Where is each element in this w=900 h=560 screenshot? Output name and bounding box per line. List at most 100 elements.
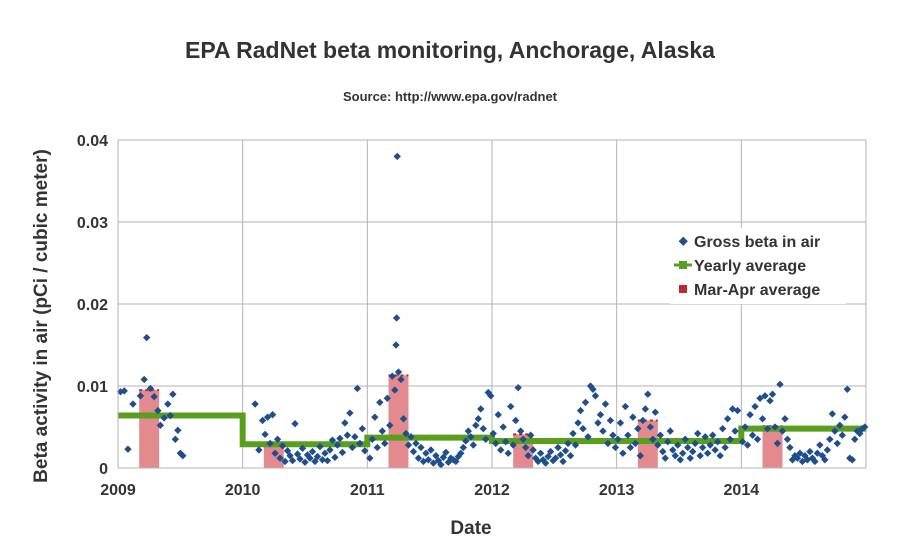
gross-beta-point [348, 443, 357, 452]
gross-beta-point [571, 441, 580, 449]
legend-item-yearly-average: Yearly average [674, 258, 806, 275]
gross-beta-point [721, 443, 729, 452]
gross-beta-point [811, 457, 819, 466]
gross-beta-point [459, 443, 468, 452]
gross-beta-point [674, 441, 682, 449]
gross-beta-point [298, 444, 307, 452]
x-tick-labels: 2009 2010 2011 2012 2013 2014 [100, 482, 759, 499]
gross-beta-point [796, 449, 804, 457]
gross-beta-point [664, 438, 672, 446]
gross-beta-point [793, 454, 802, 462]
gross-beta-point [806, 447, 814, 456]
gross-beta-point [679, 449, 687, 457]
mar-apr-bar [388, 375, 409, 468]
gross-beta-point [392, 341, 400, 349]
gross-beta-point [393, 152, 401, 161]
legend-label-gross-beta: Gross beta in air [694, 234, 820, 251]
gross-beta-point [397, 375, 405, 384]
gross-beta-point [821, 456, 829, 464]
gross-beta-point [569, 429, 577, 438]
gross-beta-point [716, 452, 724, 460]
gross-beta-point [676, 456, 684, 464]
gross-beta-point [386, 421, 394, 430]
gross-beta-point [281, 457, 289, 466]
gross-beta-point [599, 427, 607, 435]
gross-beta-point [766, 397, 774, 405]
gross-beta-point [268, 411, 277, 419]
y-tick-label: 0.01 [77, 379, 108, 396]
gross-beta-point [160, 414, 168, 422]
gross-beta-point [432, 452, 440, 460]
gross-beta-point [351, 433, 359, 441]
gross-beta-point [581, 398, 590, 407]
gross-beta-point [407, 433, 415, 441]
gross-beta-point [634, 424, 642, 433]
gross-beta-point [611, 443, 620, 452]
gross-beta-point [313, 452, 322, 461]
gross-beta-point [631, 439, 640, 448]
gross-beta-point [479, 424, 487, 433]
gross-beta-point [492, 439, 500, 448]
gross-beta-point [636, 452, 645, 460]
gross-beta-points [116, 152, 869, 469]
gross-beta-point [487, 392, 495, 400]
gross-beta-point [591, 392, 600, 400]
gross-beta-point [129, 400, 137, 408]
gross-beta-point [489, 429, 497, 438]
legend-item-mar-apr-average: Mar-Apr average [679, 282, 820, 299]
gross-beta-point [654, 441, 662, 449]
gross-beta-point [457, 449, 465, 457]
gross-beta-point [609, 431, 617, 439]
yearly-average-path [118, 412, 866, 448]
gross-beta-point [336, 434, 344, 443]
x-tick-label: 2012 [474, 482, 510, 499]
gross-beta-point [826, 435, 834, 443]
gross-beta-point [756, 394, 764, 402]
gross-beta-point [546, 447, 555, 456]
gross-beta-point [291, 420, 299, 428]
gross-beta-point [417, 443, 425, 452]
gross-beta-point [286, 452, 294, 460]
gross-beta-point [541, 459, 550, 467]
gross-beta-point [469, 441, 477, 449]
gross-beta-point [288, 456, 297, 465]
legend: Gross beta in air Yearly average Mar-Apr… [670, 228, 846, 304]
gross-beta-point [392, 314, 401, 322]
gross-beta-point [266, 439, 274, 448]
yearly-average-line [118, 412, 866, 448]
gross-beta-point [606, 416, 615, 425]
gross-beta-point [584, 433, 592, 441]
gross-beta-point [706, 441, 714, 449]
gross-beta-point [381, 439, 389, 448]
gross-beta-point [656, 431, 664, 439]
x-tick-label: 2010 [225, 482, 261, 499]
gross-beta-point [758, 415, 767, 423]
gross-beta-point [594, 419, 602, 427]
gross-beta-point [482, 435, 490, 443]
gross-beta-point [323, 456, 332, 465]
gross-beta-point [813, 449, 822, 457]
gross-beta-point [388, 372, 396, 380]
gross-beta-point [768, 390, 777, 398]
gross-beta-point [424, 456, 433, 464]
gross-beta-point [733, 406, 742, 415]
gross-beta-point [509, 441, 517, 449]
gross-beta-point [604, 439, 612, 448]
x-axis-label: Date [450, 518, 491, 539]
gross-beta-point [427, 446, 435, 454]
legend-background [670, 228, 846, 304]
gross-beta-point [529, 446, 537, 454]
gross-beta-point [376, 398, 384, 407]
gross-beta-point [366, 454, 374, 462]
gross-beta-point [689, 447, 697, 456]
gross-beta-point [136, 392, 145, 400]
gross-beta-point [771, 423, 779, 431]
gross-beta-point [142, 333, 151, 342]
gross-beta-point [761, 392, 769, 400]
gross-beta-point [361, 447, 369, 455]
gross-beta-point [669, 446, 677, 454]
gross-beta-point [626, 443, 635, 452]
gross-beta-point [494, 411, 502, 419]
gross-beta-point [255, 446, 263, 454]
